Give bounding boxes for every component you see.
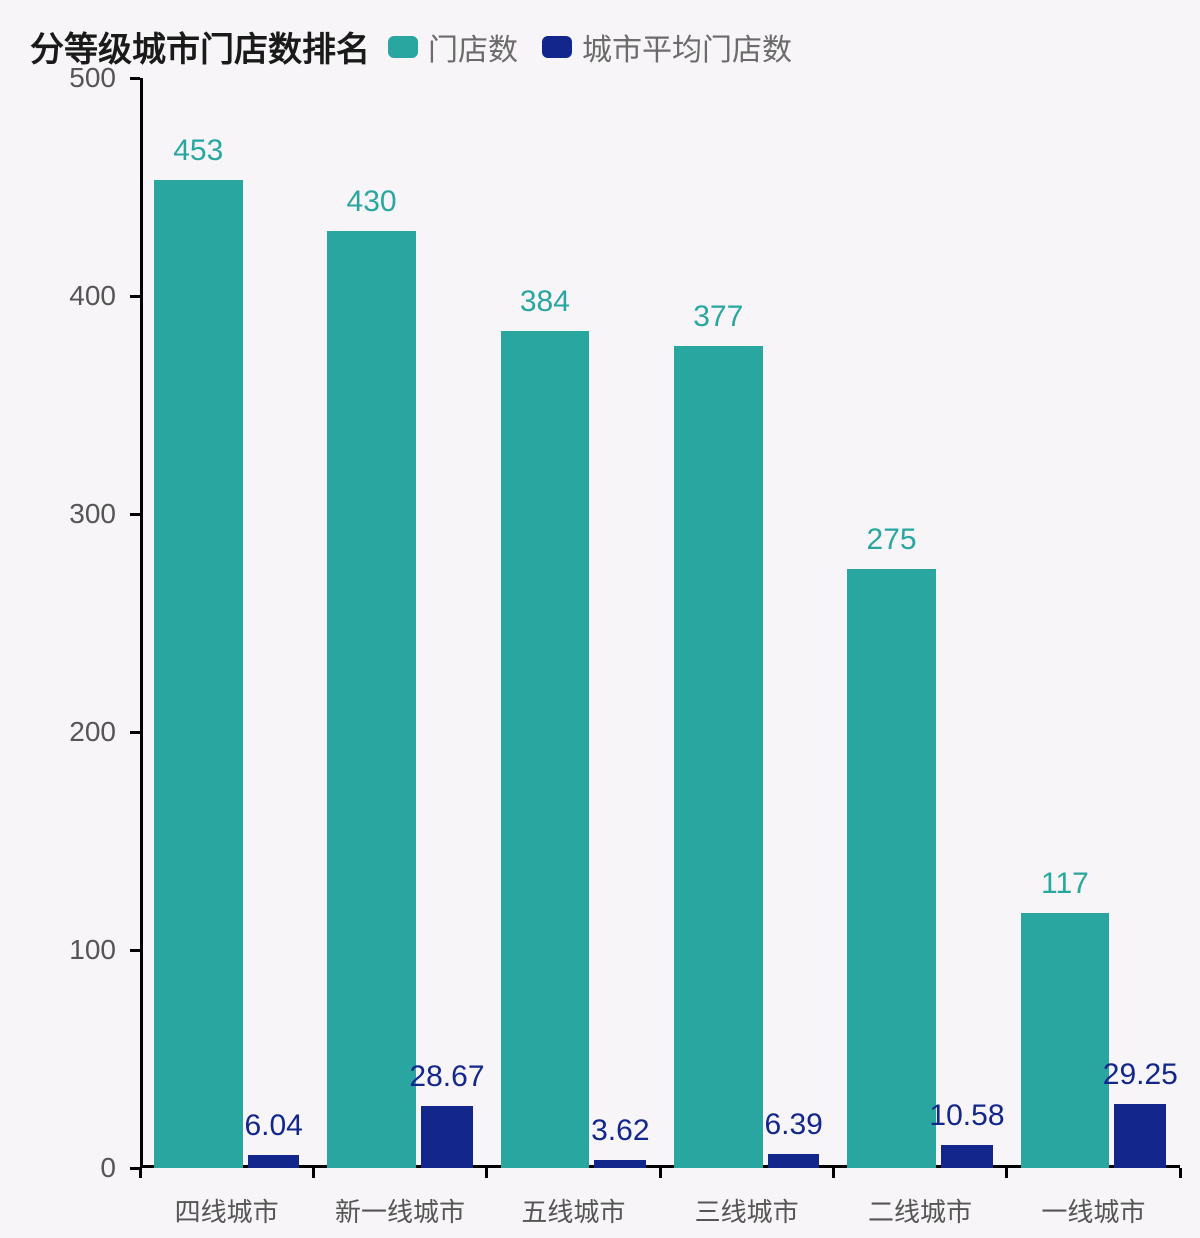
bar-value-label: 3.62: [591, 1114, 649, 1148]
y-tick-label: 500: [69, 62, 116, 94]
x-tick-mark: [1179, 1168, 1182, 1178]
bar-value-label: 453: [173, 134, 223, 168]
bar-value-label: 10.58: [929, 1099, 1004, 1133]
x-tick-mark: [485, 1168, 488, 1178]
x-tick-mark: [659, 1168, 662, 1178]
bar-value-label: 117: [1041, 867, 1089, 901]
bar: [674, 346, 763, 1168]
x-tick-label: 一线城市: [1041, 1192, 1145, 1229]
bar-value-label: 6.04: [244, 1109, 302, 1143]
bar-value-label: 275: [867, 523, 917, 557]
y-tick-mark: [130, 949, 140, 952]
y-tick-label: 400: [69, 280, 116, 312]
x-tick-label: 三线城市: [695, 1192, 799, 1229]
y-tick-mark: [130, 731, 140, 734]
bar-value-label: 6.39: [764, 1108, 822, 1142]
y-tick-label: 300: [69, 498, 116, 530]
x-tick-mark: [832, 1168, 835, 1178]
bar-value-label: 28.67: [409, 1060, 484, 1094]
bar: [421, 1106, 473, 1169]
bar: [1021, 913, 1110, 1168]
x-tick-label: 二线城市: [868, 1192, 972, 1229]
legend-item-series-1: 门店数: [388, 25, 518, 69]
bar: [1114, 1104, 1166, 1168]
bar-value-label: 29.25: [1103, 1058, 1178, 1092]
y-tick-label: 0: [100, 1152, 116, 1184]
x-tick-label: 新一线城市: [335, 1192, 465, 1229]
bar: [501, 331, 590, 1168]
bar: [941, 1145, 993, 1168]
bar: [154, 180, 243, 1168]
bar: [327, 231, 416, 1168]
bar-value-label: 377: [693, 300, 743, 334]
bar: [768, 1154, 820, 1168]
bar: [248, 1155, 300, 1168]
bar: [847, 569, 936, 1169]
legend-label-series-2: 城市平均门店数: [582, 25, 792, 69]
chart-header: 分等级城市门店数排名 门店数 城市平均门店数: [30, 22, 792, 71]
bar-value-label: 430: [347, 185, 397, 219]
legend-item-series-2: 城市平均门店数: [542, 25, 792, 69]
x-tick-mark: [1005, 1168, 1008, 1178]
y-tick-mark: [130, 77, 140, 80]
y-tick-mark: [130, 295, 140, 298]
bar: [594, 1160, 646, 1168]
x-tick-label: 四线城市: [175, 1192, 279, 1229]
x-tick-mark: [139, 1168, 142, 1178]
y-axis-line: [140, 78, 143, 1168]
bar-value-label: 384: [520, 285, 570, 319]
y-tick-mark: [130, 513, 140, 516]
legend-swatch-series-1: [388, 36, 418, 58]
legend-label-series-1: 门店数: [428, 25, 518, 69]
chart-legend: 门店数 城市平均门店数: [388, 25, 792, 69]
y-tick-label: 100: [69, 934, 116, 966]
chart-container: 分等级城市门店数排名 门店数 城市平均门店数 0 100 200 300 400 500 四…: [0, 0, 1200, 1238]
x-tick-mark: [312, 1168, 315, 1178]
plot-area: 0100200300400500四线城市4536.04新一线城市43028.67…: [140, 78, 1180, 1168]
y-tick-label: 200: [69, 716, 116, 748]
x-tick-label: 五线城市: [521, 1192, 625, 1229]
legend-swatch-series-2: [542, 36, 572, 58]
